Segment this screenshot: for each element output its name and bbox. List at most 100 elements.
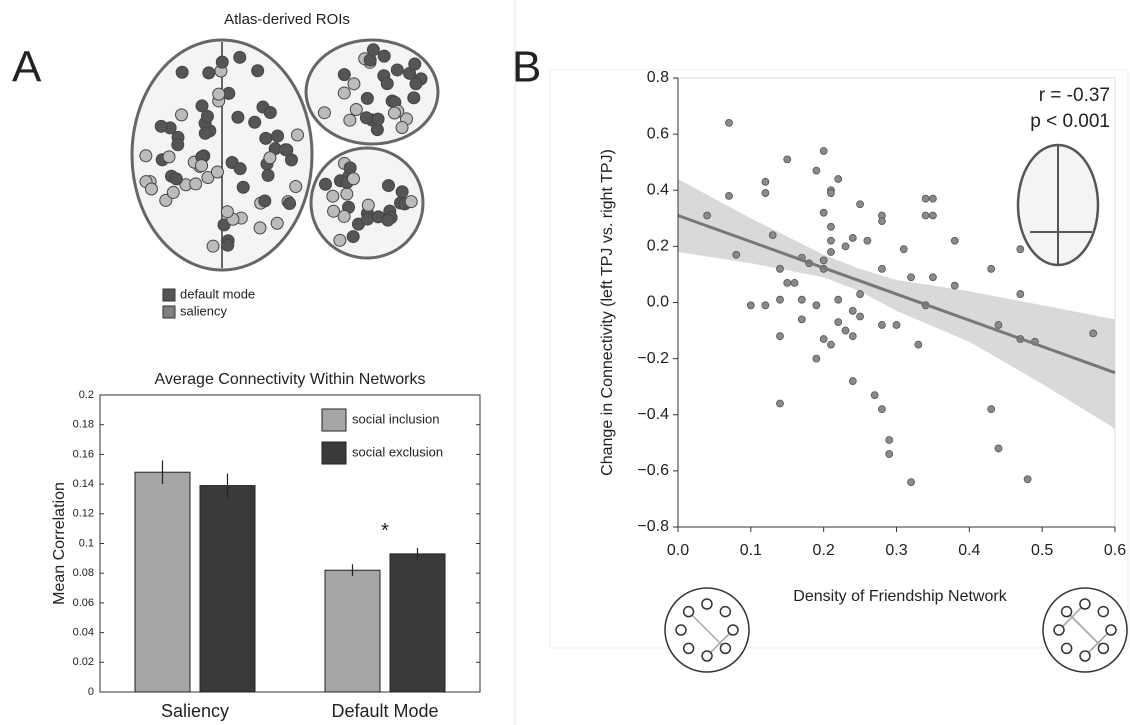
point (776, 332, 784, 341)
network-person (682, 642, 695, 655)
roi-dot (175, 108, 189, 122)
network-person (1105, 624, 1117, 636)
y-tick-label: 0.1 (79, 537, 94, 549)
point (885, 436, 894, 444)
roi-dot (171, 138, 185, 152)
legend-swatch (162, 305, 176, 319)
y-tick-label: 0.16 (73, 448, 94, 460)
roi-dot (349, 103, 363, 117)
point (878, 217, 886, 226)
x-tick-label: 0.0 (667, 542, 689, 559)
y-tick-label: 0.8 (647, 69, 669, 86)
roi-dot (154, 119, 168, 133)
point (899, 245, 908, 254)
roi-dot (195, 159, 209, 173)
y-tick-label: 0.06 (73, 597, 94, 609)
point (819, 335, 828, 343)
roi-dot (404, 195, 418, 209)
bar (134, 471, 191, 693)
roi-dot (382, 179, 396, 193)
roi-dot (233, 162, 247, 176)
stat-annotation: r = -0.37 (1039, 85, 1110, 106)
roi-dot (290, 128, 304, 142)
roi-dot (371, 112, 385, 126)
point (834, 295, 843, 304)
x-tick-label: 0.3 (885, 542, 907, 559)
y-axis-label: Change in Connectivity (left TPJ vs. rig… (599, 149, 616, 476)
point (812, 166, 821, 175)
y-tick-label: 0.14 (73, 478, 94, 490)
point (812, 301, 821, 310)
point (819, 147, 828, 155)
network-person (1097, 642, 1110, 655)
x-tick-label: 0.6 (1104, 542, 1126, 559)
roi-dot (381, 213, 395, 227)
point (732, 250, 741, 259)
roi-dot (202, 66, 216, 80)
y-tick-label: 0.12 (73, 508, 94, 520)
point (827, 189, 835, 197)
network-person (1060, 605, 1073, 618)
point (776, 399, 784, 408)
roi-dot (159, 193, 173, 207)
y-tick-label: −0.8 (637, 518, 669, 535)
roi-dot (346, 172, 360, 186)
roi-dot (220, 205, 234, 219)
roi-dot (395, 121, 409, 135)
point (812, 354, 821, 363)
y-tick-label: −0.2 (637, 350, 669, 367)
point (929, 273, 937, 282)
stat-annotation: p < 0.001 (1030, 111, 1110, 132)
y-tick-label: −0.4 (637, 406, 669, 423)
roi-dot (169, 172, 183, 186)
fit-line (677, 214, 1116, 375)
roi-dot (360, 212, 374, 226)
roi-dot (233, 50, 247, 64)
network-person (1060, 642, 1073, 655)
point (856, 312, 864, 321)
roi-dot (408, 57, 422, 71)
roi-dot (139, 149, 153, 163)
roi-dot (215, 55, 229, 69)
roi-dot (263, 151, 277, 165)
point (987, 264, 996, 273)
point (827, 340, 835, 349)
network-person (701, 598, 713, 610)
point (776, 295, 784, 304)
point (870, 391, 879, 400)
point (848, 332, 857, 341)
roi-dot (231, 110, 245, 124)
point (1016, 245, 1025, 254)
roi-dot (283, 196, 297, 210)
point (1089, 329, 1098, 338)
legend-label: default mode (180, 286, 255, 301)
roi-dot (271, 129, 285, 143)
bar (199, 485, 256, 693)
network-person (1079, 598, 1091, 610)
y-tick-label: −0.6 (637, 462, 669, 479)
roi-dot (333, 233, 347, 247)
point (848, 234, 857, 242)
point (878, 321, 886, 329)
panel-label: B (512, 43, 541, 92)
roi-dot (317, 106, 331, 120)
roi-dot (236, 180, 250, 194)
atlas-title: Atlas-derived ROIs (224, 11, 350, 28)
roi-dot (200, 109, 214, 123)
roi-dot (360, 91, 374, 105)
roi-dot (263, 106, 277, 120)
roi-dot (258, 194, 272, 208)
network-person (1097, 605, 1110, 618)
y-tick-label: 0.02 (73, 656, 94, 668)
x-tick-label: 0.4 (958, 542, 980, 559)
network-person (675, 624, 687, 636)
roi-dot (409, 77, 423, 91)
roi-dot (343, 113, 357, 127)
point (746, 301, 755, 310)
x-tick-label: 0.1 (740, 542, 762, 559)
roi-dot (337, 86, 351, 100)
y-tick-label: 0.08 (73, 567, 94, 579)
point (841, 242, 850, 251)
point (768, 231, 777, 240)
